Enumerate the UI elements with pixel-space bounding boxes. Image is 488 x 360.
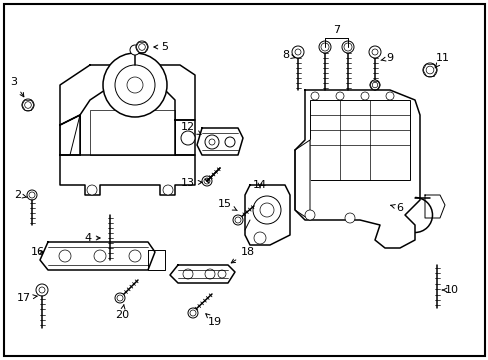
Circle shape — [369, 80, 379, 90]
Circle shape — [130, 45, 140, 55]
Circle shape — [187, 308, 198, 318]
Polygon shape — [197, 128, 243, 155]
Circle shape — [368, 46, 380, 58]
Circle shape — [190, 310, 196, 316]
Circle shape — [103, 53, 167, 117]
Text: 11: 11 — [434, 53, 449, 68]
Text: 18: 18 — [231, 247, 255, 263]
Bar — [90, 110, 175, 155]
Circle shape — [29, 192, 35, 198]
Circle shape — [235, 217, 241, 223]
Circle shape — [136, 41, 148, 53]
Circle shape — [341, 41, 353, 53]
Text: 13: 13 — [181, 178, 202, 188]
Polygon shape — [170, 265, 235, 283]
Bar — [309, 100, 409, 180]
Text: 7: 7 — [333, 25, 340, 35]
Circle shape — [260, 203, 273, 217]
Polygon shape — [60, 155, 195, 195]
Text: 8: 8 — [282, 50, 295, 60]
Text: 9: 9 — [380, 53, 393, 63]
Circle shape — [422, 63, 436, 77]
Text: 19: 19 — [205, 314, 222, 327]
Text: 17: 17 — [17, 293, 37, 303]
Text: 10: 10 — [441, 285, 458, 295]
Circle shape — [204, 135, 219, 149]
Circle shape — [202, 176, 212, 186]
Circle shape — [320, 43, 328, 51]
Circle shape — [183, 269, 193, 279]
Circle shape — [385, 92, 393, 100]
Circle shape — [345, 213, 354, 223]
Circle shape — [27, 190, 37, 200]
Circle shape — [115, 65, 155, 105]
Circle shape — [129, 250, 141, 262]
Circle shape — [218, 270, 225, 278]
Text: 5: 5 — [154, 42, 168, 52]
Circle shape — [204, 269, 215, 279]
Polygon shape — [148, 250, 164, 270]
Circle shape — [117, 295, 123, 301]
Circle shape — [181, 131, 195, 145]
Circle shape — [294, 49, 301, 55]
Text: 12: 12 — [181, 122, 201, 135]
Polygon shape — [60, 115, 80, 155]
Polygon shape — [244, 185, 289, 245]
Text: 20: 20 — [115, 305, 129, 320]
Text: 2: 2 — [15, 190, 27, 200]
Circle shape — [310, 92, 318, 100]
Circle shape — [305, 210, 314, 220]
Circle shape — [22, 99, 34, 111]
Circle shape — [371, 49, 377, 55]
Circle shape — [335, 92, 343, 100]
Circle shape — [425, 66, 433, 74]
Circle shape — [39, 287, 45, 293]
Circle shape — [139, 44, 145, 50]
Text: 14: 14 — [252, 180, 266, 190]
Circle shape — [127, 77, 142, 93]
Text: 4: 4 — [84, 233, 100, 243]
Text: 15: 15 — [218, 199, 237, 211]
Circle shape — [252, 196, 281, 224]
Circle shape — [25, 102, 31, 108]
Circle shape — [36, 284, 48, 296]
Text: 16: 16 — [31, 247, 45, 257]
Circle shape — [232, 215, 243, 225]
Polygon shape — [175, 120, 195, 155]
Circle shape — [203, 178, 209, 184]
Circle shape — [253, 232, 265, 244]
Circle shape — [59, 250, 71, 262]
Polygon shape — [60, 115, 80, 155]
Circle shape — [318, 41, 330, 53]
Polygon shape — [40, 242, 155, 270]
Circle shape — [208, 139, 215, 145]
Circle shape — [87, 185, 97, 195]
Text: 6: 6 — [390, 203, 403, 213]
Circle shape — [224, 137, 235, 147]
Polygon shape — [60, 65, 195, 125]
Circle shape — [371, 82, 377, 88]
Polygon shape — [294, 90, 419, 248]
Circle shape — [291, 46, 304, 58]
Text: 3: 3 — [10, 77, 24, 97]
Circle shape — [115, 293, 125, 303]
Polygon shape — [294, 140, 309, 220]
Circle shape — [360, 92, 368, 100]
Circle shape — [343, 43, 351, 51]
Polygon shape — [424, 195, 444, 218]
Circle shape — [163, 185, 173, 195]
Circle shape — [94, 250, 106, 262]
